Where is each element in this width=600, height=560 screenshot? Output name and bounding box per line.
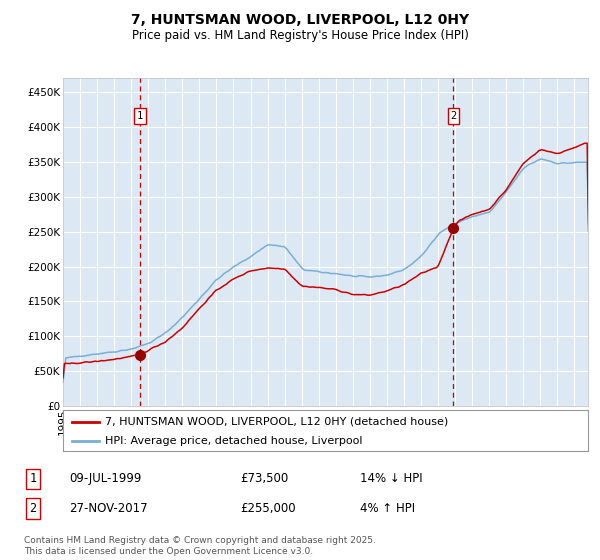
Text: 4% ↑ HPI: 4% ↑ HPI [360,502,415,515]
Text: 1: 1 [29,472,37,486]
Text: 27-NOV-2017: 27-NOV-2017 [69,502,148,515]
Text: 2: 2 [29,502,37,515]
Text: 2: 2 [450,111,457,121]
Text: Contains HM Land Registry data © Crown copyright and database right 2025.
This d: Contains HM Land Registry data © Crown c… [24,536,376,556]
Text: £255,000: £255,000 [240,502,296,515]
Text: 1: 1 [137,111,143,121]
Text: £73,500: £73,500 [240,472,288,486]
Text: 09-JUL-1999: 09-JUL-1999 [69,472,142,486]
Text: HPI: Average price, detached house, Liverpool: HPI: Average price, detached house, Live… [105,436,362,446]
Text: 14% ↓ HPI: 14% ↓ HPI [360,472,422,486]
Text: 7, HUNTSMAN WOOD, LIVERPOOL, L12 0HY (detached house): 7, HUNTSMAN WOOD, LIVERPOOL, L12 0HY (de… [105,417,448,427]
Text: Price paid vs. HM Land Registry's House Price Index (HPI): Price paid vs. HM Land Registry's House … [131,29,469,42]
Text: 7, HUNTSMAN WOOD, LIVERPOOL, L12 0HY: 7, HUNTSMAN WOOD, LIVERPOOL, L12 0HY [131,13,469,27]
